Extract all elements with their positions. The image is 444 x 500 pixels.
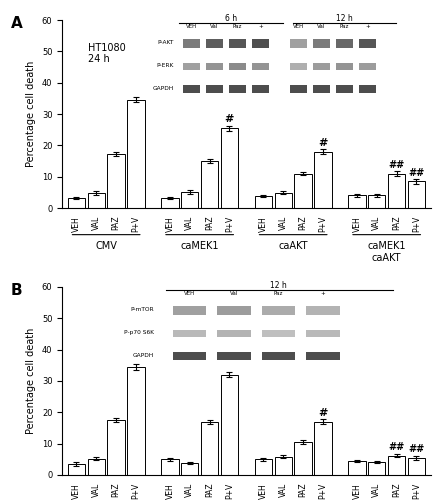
Text: P+V: P+V bbox=[131, 216, 140, 232]
Text: VEH: VEH bbox=[72, 483, 81, 498]
Text: P+V: P+V bbox=[412, 216, 421, 232]
Text: VEH: VEH bbox=[353, 216, 361, 232]
Bar bbox=[314, 152, 332, 208]
Bar bbox=[294, 442, 312, 475]
Bar bbox=[255, 196, 272, 208]
Bar bbox=[127, 367, 145, 475]
Text: VEH: VEH bbox=[259, 483, 268, 498]
Text: ##: ## bbox=[408, 168, 424, 177]
Bar bbox=[388, 456, 405, 475]
Bar bbox=[87, 458, 105, 475]
Bar bbox=[68, 464, 85, 475]
Text: VAL: VAL bbox=[279, 483, 288, 497]
Bar bbox=[68, 198, 85, 208]
Bar bbox=[255, 460, 272, 475]
Bar bbox=[348, 196, 366, 208]
Text: VEH: VEH bbox=[259, 216, 268, 232]
Text: PAZ: PAZ bbox=[205, 483, 214, 498]
Text: ##: ## bbox=[388, 160, 404, 170]
Bar bbox=[408, 458, 425, 475]
Text: B: B bbox=[11, 283, 22, 298]
Bar bbox=[107, 420, 125, 475]
Bar bbox=[368, 196, 385, 208]
Text: VEH: VEH bbox=[166, 216, 174, 232]
Y-axis label: Percentage cell death: Percentage cell death bbox=[26, 328, 36, 434]
Bar bbox=[314, 422, 332, 475]
Bar bbox=[221, 128, 238, 208]
Bar bbox=[348, 461, 366, 475]
Text: ##: ## bbox=[388, 442, 404, 452]
Text: PAZ: PAZ bbox=[298, 216, 308, 230]
Text: PAZ: PAZ bbox=[205, 216, 214, 230]
Text: VAL: VAL bbox=[185, 216, 194, 230]
Bar bbox=[274, 192, 292, 208]
Text: VAL: VAL bbox=[92, 483, 101, 497]
Text: P+V: P+V bbox=[318, 483, 327, 499]
Text: PAZ: PAZ bbox=[298, 483, 308, 498]
Bar bbox=[181, 192, 198, 208]
Text: HT1080
24 h: HT1080 24 h bbox=[88, 42, 126, 64]
Bar bbox=[181, 463, 198, 475]
Bar bbox=[87, 193, 105, 208]
Text: VEH: VEH bbox=[353, 483, 361, 498]
Bar bbox=[127, 100, 145, 208]
Text: VEH: VEH bbox=[72, 216, 81, 232]
Bar bbox=[161, 198, 178, 208]
Text: VAL: VAL bbox=[92, 216, 101, 230]
Text: caAKT: caAKT bbox=[278, 241, 308, 251]
Bar bbox=[107, 154, 125, 208]
Text: #: # bbox=[225, 114, 234, 124]
Text: P+V: P+V bbox=[225, 483, 234, 499]
Text: VAL: VAL bbox=[185, 483, 194, 497]
Bar bbox=[368, 462, 385, 475]
Text: PAZ: PAZ bbox=[111, 483, 121, 498]
Bar bbox=[221, 374, 238, 475]
Text: VEH: VEH bbox=[166, 483, 174, 498]
Text: P+V: P+V bbox=[225, 216, 234, 232]
Text: CMV: CMV bbox=[95, 241, 117, 251]
Text: A: A bbox=[11, 16, 22, 31]
Bar bbox=[408, 182, 425, 208]
Text: PAZ: PAZ bbox=[392, 483, 401, 498]
Text: PAZ: PAZ bbox=[392, 216, 401, 230]
Text: P+V: P+V bbox=[412, 483, 421, 499]
Bar bbox=[161, 460, 178, 475]
Text: VAL: VAL bbox=[372, 216, 381, 230]
Bar bbox=[201, 422, 218, 475]
Text: caMEK1
caAKT: caMEK1 caAKT bbox=[368, 241, 406, 262]
Text: #: # bbox=[318, 138, 328, 148]
Bar bbox=[294, 174, 312, 208]
Bar bbox=[274, 457, 292, 475]
Text: caMEK1: caMEK1 bbox=[180, 241, 219, 251]
Bar bbox=[201, 161, 218, 208]
Text: #: # bbox=[318, 408, 328, 418]
Text: P+V: P+V bbox=[318, 216, 327, 232]
Y-axis label: Percentage cell death: Percentage cell death bbox=[26, 61, 36, 167]
Text: ##: ## bbox=[408, 444, 424, 454]
Text: P+V: P+V bbox=[131, 483, 140, 499]
Text: VAL: VAL bbox=[372, 483, 381, 497]
Text: PAZ: PAZ bbox=[111, 216, 121, 230]
Bar bbox=[388, 174, 405, 208]
Text: VAL: VAL bbox=[279, 216, 288, 230]
